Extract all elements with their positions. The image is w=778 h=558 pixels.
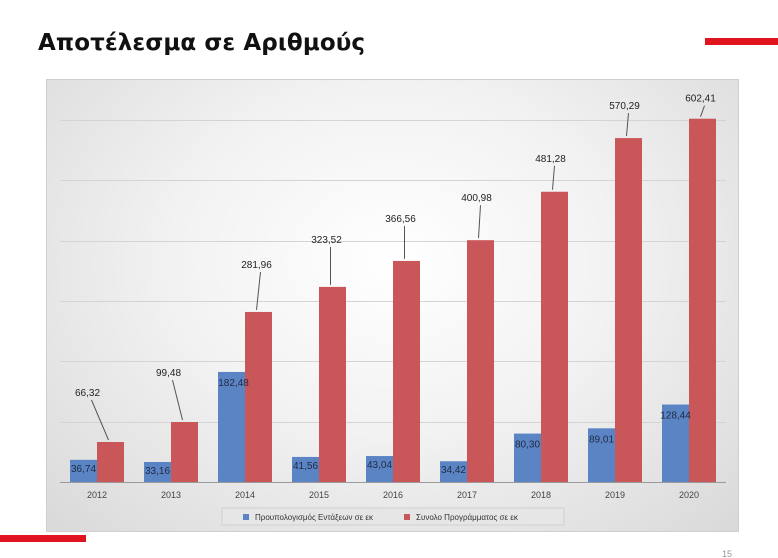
bar-blue <box>144 462 171 482</box>
leader-line <box>256 271 261 311</box>
x-tick-label: 2017 <box>457 490 477 500</box>
bar-blue <box>366 456 393 482</box>
data-label-red: 323,52 <box>311 235 342 246</box>
bar-blue <box>218 371 245 482</box>
data-label-blue: 36,74 <box>71 464 96 475</box>
legend-label-red: Συνολο Προγράμματος σε εκ <box>416 513 519 522</box>
accent-bar-top <box>705 38 778 45</box>
leader-line <box>700 105 705 117</box>
legend-label-blue: Προυπολογισμός Εντάξεων σε εκ <box>255 513 374 522</box>
leader-line <box>478 205 481 239</box>
bar-red <box>171 422 198 482</box>
data-label-red: 570,29 <box>609 101 640 112</box>
x-tick-label: 2019 <box>605 490 625 500</box>
bar-red <box>97 442 124 482</box>
bar-blue <box>662 404 689 482</box>
x-tick-label: 2014 <box>235 490 255 500</box>
leader-line <box>626 113 629 137</box>
data-label-blue: 34,42 <box>441 465 466 476</box>
x-tick-label: 2016 <box>383 490 403 500</box>
slide-title: Αποτέλεσμα σε Αριθμούς <box>38 30 366 56</box>
bar-blue <box>588 428 615 482</box>
data-label-red: 602,41 <box>685 94 716 105</box>
x-tick-label: 2020 <box>679 490 699 500</box>
data-label-blue: 89,01 <box>589 434 614 445</box>
data-label-blue: 33,16 <box>145 466 170 477</box>
bar-blue <box>292 456 319 482</box>
bar-red <box>245 311 272 482</box>
legend-swatch-blue <box>243 514 249 520</box>
data-label-red: 481,28 <box>535 154 566 165</box>
page-number: 15 <box>722 549 733 558</box>
leader-line <box>172 379 183 421</box>
bar-red <box>393 260 420 482</box>
leader-line <box>91 399 109 441</box>
bar-blue <box>440 461 467 482</box>
bar-blue <box>70 459 97 482</box>
bar-red <box>541 191 568 482</box>
data-label-red: 99,48 <box>156 368 181 379</box>
data-label-blue: 41,56 <box>293 461 318 472</box>
x-tick-label: 2013 <box>161 490 181 500</box>
x-tick-label: 2015 <box>309 490 329 500</box>
data-label-red: 281,96 <box>241 260 272 271</box>
data-label-blue: 43,04 <box>367 460 392 471</box>
accent-bar-bottom <box>0 535 86 542</box>
bar-red <box>319 286 346 482</box>
x-tick-label: 2018 <box>531 490 551 500</box>
data-label-blue: 128,44 <box>660 411 691 422</box>
data-label-red: 366,56 <box>385 214 416 225</box>
data-label-red: 400,98 <box>461 193 492 204</box>
bar-red <box>689 118 716 482</box>
bar-blue <box>514 433 541 482</box>
leader-line <box>552 165 555 190</box>
legend-swatch-red <box>404 514 410 520</box>
data-label-blue: 182,48 <box>218 378 249 389</box>
legend-box <box>221 507 565 526</box>
bar-red <box>615 138 642 482</box>
data-label-blue: 80,30 <box>515 440 540 451</box>
bar-red <box>467 240 494 482</box>
x-tick-label: 2012 <box>87 490 107 500</box>
data-label-red: 66,32 <box>75 388 100 399</box>
